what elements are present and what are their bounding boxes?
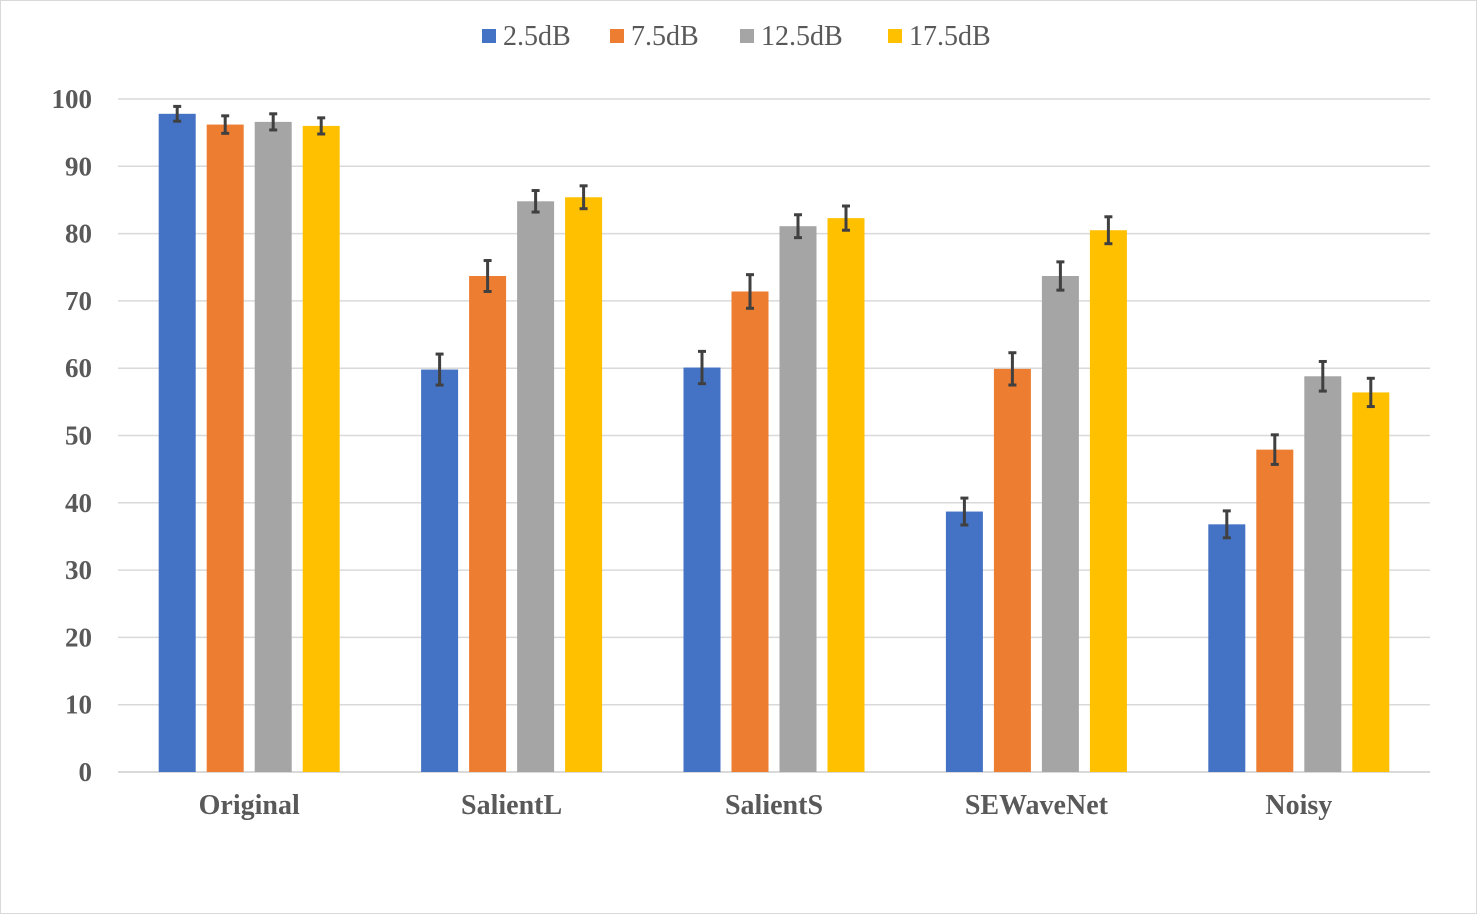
y-tick-label: 60 — [65, 353, 92, 383]
y-tick-label: 20 — [65, 622, 92, 652]
legend-item: 7.5dB — [610, 21, 699, 52]
bar-2.5dB-SEWaveNet — [945, 511, 983, 772]
y-tick-label: 90 — [65, 151, 92, 181]
bar-17.5dB-Original — [302, 125, 340, 773]
error-bar — [794, 213, 802, 240]
y-tick-label: 10 — [65, 690, 92, 720]
legend-label: 7.5dB — [631, 21, 699, 52]
y-tick-label: 0 — [79, 757, 93, 787]
bar-7.5dB-Noisy — [1256, 449, 1294, 772]
y-tick-label: 100 — [52, 84, 93, 114]
bar-12.5dB-Original — [254, 121, 292, 772]
bar-12.5dB-SalientS — [779, 226, 817, 772]
bar-17.5dB-SEWaveNet — [1089, 230, 1127, 773]
bar-17.5dB-Noisy — [1352, 392, 1390, 772]
bar-12.5dB-Noisy — [1304, 376, 1342, 772]
error-bar — [221, 114, 230, 135]
error-bar — [531, 189, 540, 214]
x-category-label: SalientL — [461, 790, 562, 821]
x-category-label: Original — [199, 790, 300, 821]
x-category-label: SalientS — [725, 790, 823, 821]
legend-swatch — [610, 29, 624, 43]
error-bar — [960, 496, 969, 527]
error-bar — [1104, 215, 1113, 246]
error-bar — [1366, 376, 1375, 409]
legend-item: 12.5dB — [740, 21, 843, 52]
error-bar — [269, 112, 278, 132]
bar-7.5dB-Original — [206, 124, 244, 773]
bar-17.5dB-SalientS — [827, 218, 865, 773]
bar-2.5dB-SalientS — [683, 367, 721, 772]
error-bar — [579, 184, 588, 211]
error-bars — [173, 104, 1375, 540]
error-bar — [483, 259, 492, 293]
error-bar — [746, 273, 754, 310]
y-tick-label: 30 — [65, 555, 92, 585]
bar-2.5dB-Noisy — [1208, 524, 1246, 772]
error-bar — [435, 352, 444, 387]
error-bar — [1056, 260, 1065, 292]
legend-swatch — [482, 29, 496, 43]
error-bar — [317, 116, 326, 136]
legend-swatch — [740, 29, 754, 43]
bar-12.5dB-SEWaveNet — [1041, 275, 1079, 772]
y-tick-label: 40 — [65, 488, 92, 518]
bar-2.5dB-SalientL — [421, 369, 459, 772]
bar-7.5dB-SalientL — [469, 275, 507, 772]
error-bar — [1270, 433, 1279, 466]
bar-7.5dB-SEWaveNet — [993, 368, 1031, 772]
legend-item: 17.5dB — [888, 21, 991, 52]
y-tick-label: 80 — [65, 219, 92, 249]
y-tick-label: 50 — [65, 421, 92, 451]
legend: 2.5dB 7.5dB 12.5dB 17.5dB — [482, 21, 991, 52]
x-category-label: SEWaveNet — [965, 790, 1109, 821]
legend-label: 17.5dB — [909, 21, 991, 52]
bar-17.5dB-SalientL — [565, 197, 603, 772]
legend-item: 2.5dB — [482, 21, 571, 52]
x-category-label: Noisy — [1265, 790, 1332, 821]
bar-7.5dB-SalientS — [731, 291, 769, 772]
error-bar — [173, 104, 182, 123]
error-bar — [698, 349, 706, 386]
legend-label: 12.5dB — [761, 21, 843, 52]
error-bar — [1222, 509, 1231, 540]
error-bar — [1008, 351, 1017, 387]
legend-label: 2.5dB — [503, 21, 571, 52]
y-axis-ticks: 0 10 20 30 40 50 60 70 80 90 100 — [52, 84, 93, 787]
x-axis-categories: Original SalientL SalientS SEWaveNet Noisy — [199, 790, 1333, 821]
bar-2.5dB-Original — [158, 113, 196, 772]
error-bar — [842, 204, 850, 232]
error-bar — [1318, 359, 1327, 393]
bar-12.5dB-SalientL — [517, 201, 555, 772]
bars — [158, 113, 1390, 773]
y-tick-label: 70 — [65, 286, 92, 316]
legend-swatch — [888, 29, 902, 43]
